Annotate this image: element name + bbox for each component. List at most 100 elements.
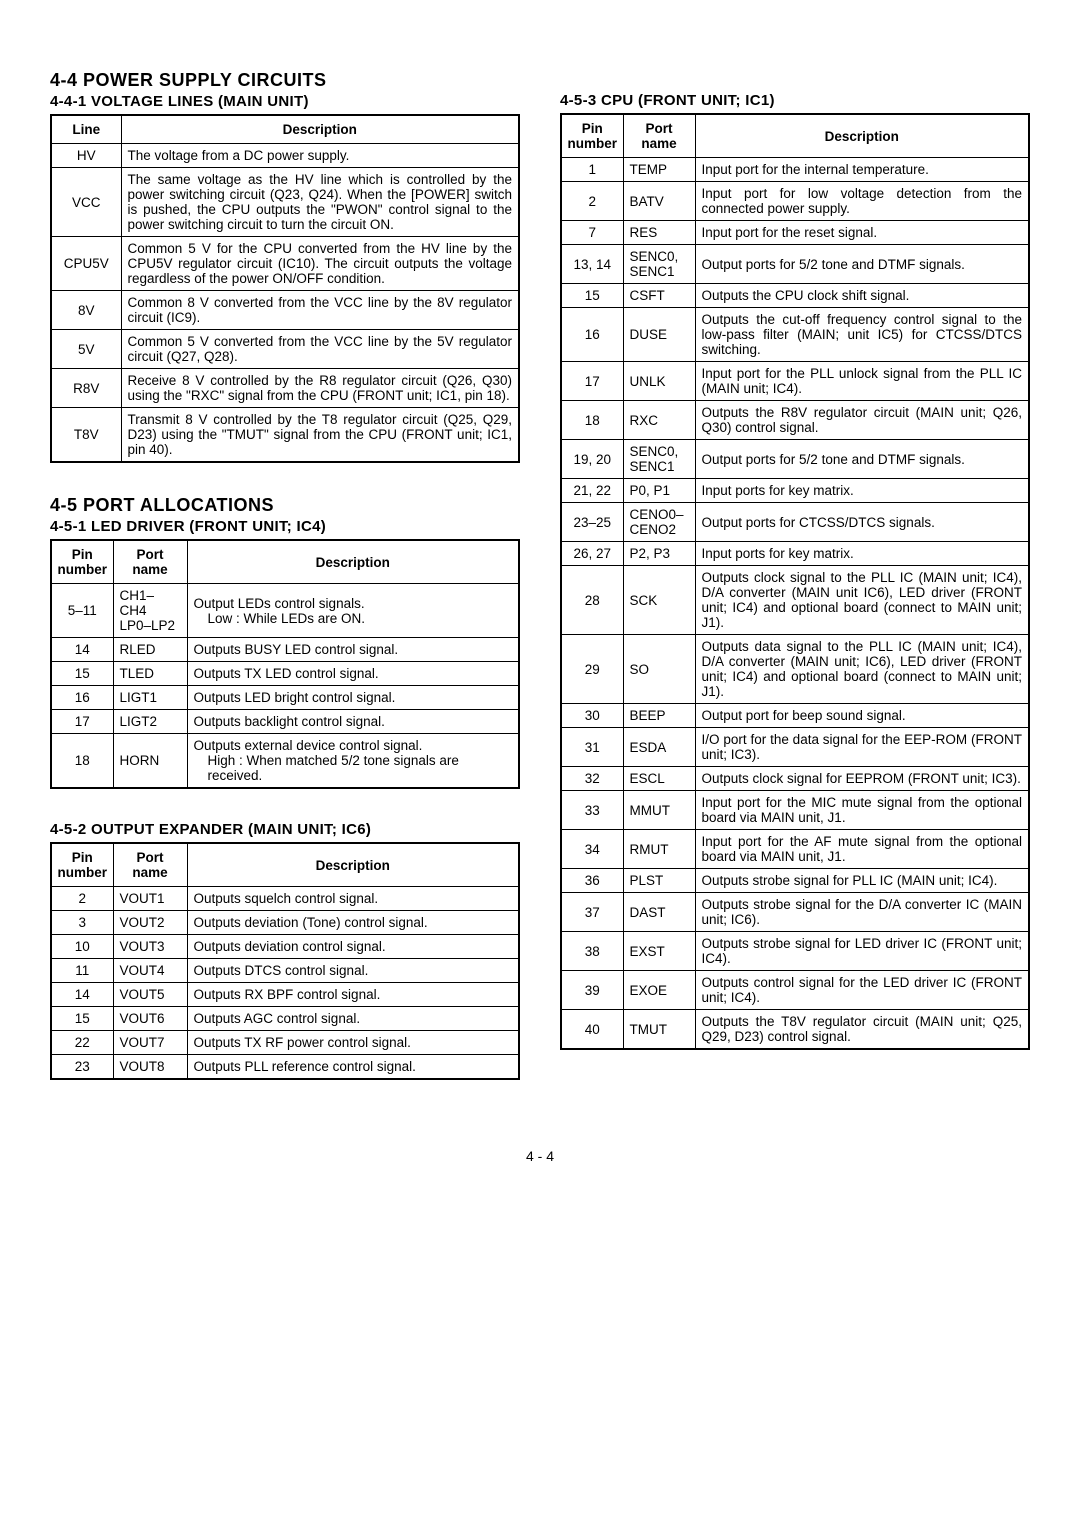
cell-port: LIGT1	[113, 686, 187, 710]
cell-desc: Input port for the PLL unlock signal fro…	[695, 362, 1029, 401]
cell-desc: Input port for the AF mute signal from t…	[695, 830, 1029, 869]
cell-desc: Input port for the MIC mute signal from …	[695, 791, 1029, 830]
col-port: Port name	[623, 114, 695, 158]
cell-desc: Outputs the CPU clock shift signal.	[695, 284, 1029, 308]
cell-desc: Outputs deviation control signal.	[187, 935, 519, 959]
cell-pin: 1	[561, 158, 623, 182]
cell-desc: Outputs deviation (Tone) control signal.	[187, 911, 519, 935]
cell-desc: Output port for beep sound signal.	[695, 704, 1029, 728]
heading-4-5: 4-5 PORT ALLOCATIONS	[50, 495, 520, 516]
cell-port: SENC0, SENC1	[623, 440, 695, 479]
col-line: Line	[51, 115, 121, 144]
table-row: VCCThe same voltage as the HV line which…	[51, 168, 519, 237]
cell-desc: Outputs TX RF power control signal.	[187, 1031, 519, 1055]
cell-line: 8V	[51, 291, 121, 330]
cell-pin: 23–25	[561, 503, 623, 542]
cell-pin: 10	[51, 935, 113, 959]
col-desc: Description	[187, 843, 519, 887]
cell-desc: Outputs backlight control signal.	[187, 710, 519, 734]
col-port: Port name	[113, 843, 187, 887]
section-4-4: 4-4 POWER SUPPLY CIRCUITS 4-4-1 VOLTAGE …	[50, 70, 520, 463]
table-row: 28SCKOutputs clock signal to the PLL IC …	[561, 566, 1029, 635]
heading-4-5-1: 4-5-1 LED DRIVER (FRONT UNIT; IC4)	[50, 518, 520, 535]
cell-desc: Receive 8 V controlled by the R8 regulat…	[121, 369, 519, 408]
table-row: HVThe voltage from a DC power supply.	[51, 144, 519, 168]
section-4-5-3: 4-5-3 CPU (FRONT UNIT; IC1) Pin number P…	[560, 92, 1030, 1050]
table-row: 29SOOutputs data signal to the PLL IC (M…	[561, 635, 1029, 704]
col-desc: Description	[121, 115, 519, 144]
cell-pin: 5–11	[51, 584, 113, 638]
cell-port: DUSE	[623, 308, 695, 362]
cell-port: ESCL	[623, 767, 695, 791]
cell-pin: 18	[51, 734, 113, 789]
table-row: 40TMUTOutputs the T8V regulator circuit …	[561, 1010, 1029, 1050]
cell-desc: Outputs the R8V regulator circuit (MAIN …	[695, 401, 1029, 440]
cell-pin: 22	[51, 1031, 113, 1055]
cell-pin: 34	[561, 830, 623, 869]
table-row: 16DUSEOutputs the cut-off frequency cont…	[561, 308, 1029, 362]
cell-port: VOUT1	[113, 887, 187, 911]
table-row: 14RLEDOutputs BUSY LED control signal.	[51, 638, 519, 662]
table-row: 11VOUT4Outputs DTCS control signal.	[51, 959, 519, 983]
cell-port: PLST	[623, 869, 695, 893]
cell-line: VCC	[51, 168, 121, 237]
cell-desc: Input port for the internal temperature.	[695, 158, 1029, 182]
table-row: 32ESCLOutputs clock signal for EEPROM (F…	[561, 767, 1029, 791]
cell-desc: Outputs the cut-off frequency control si…	[695, 308, 1029, 362]
cell-pin: 11	[51, 959, 113, 983]
table-row: 21, 22P0, P1Input ports for key matrix.	[561, 479, 1029, 503]
cell-pin: 17	[561, 362, 623, 401]
cell-port: VOUT2	[113, 911, 187, 935]
cell-desc: Common 5 V for the CPU converted from th…	[121, 237, 519, 291]
cell-port: P0, P1	[623, 479, 695, 503]
cell-pin: 2	[51, 887, 113, 911]
col-port: Port name	[113, 540, 187, 584]
table-row: 17LIGT2Outputs backlight control signal.	[51, 710, 519, 734]
table-row: 2VOUT1Outputs squelch control signal.	[51, 887, 519, 911]
cell-port: LIGT2	[113, 710, 187, 734]
heading-4-4: 4-4 POWER SUPPLY CIRCUITS	[50, 70, 520, 91]
cell-desc: Common 5 V converted from the VCC line b…	[121, 330, 519, 369]
table-row: 30BEEPOutput port for beep sound signal.	[561, 704, 1029, 728]
cell-pin: 2	[561, 182, 623, 221]
cell-port: CH1–CH4 LP0–LP2	[113, 584, 187, 638]
cell-desc: Outputs DTCS control signal.	[187, 959, 519, 983]
cell-desc: Input ports for key matrix.	[695, 479, 1029, 503]
table-row: 13, 14SENC0, SENC1Output ports for 5/2 t…	[561, 245, 1029, 284]
cell-pin: 30	[561, 704, 623, 728]
cell-port: P2, P3	[623, 542, 695, 566]
cell-pin: 7	[561, 221, 623, 245]
cell-pin: 19, 20	[561, 440, 623, 479]
cell-desc: Outputs strobe signal for LED driver IC …	[695, 932, 1029, 971]
table-row: 10VOUT3Outputs deviation control signal.	[51, 935, 519, 959]
cell-port: VOUT6	[113, 1007, 187, 1031]
cell-desc: Input port for the reset signal.	[695, 221, 1029, 245]
table-row: 38EXSTOutputs strobe signal for LED driv…	[561, 932, 1029, 971]
cell-pin: 15	[51, 1007, 113, 1031]
cell-pin: 3	[51, 911, 113, 935]
col-pin: Pin number	[51, 843, 113, 887]
cell-port: SENC0, SENC1	[623, 245, 695, 284]
cell-line: R8V	[51, 369, 121, 408]
cell-pin: 26, 27	[561, 542, 623, 566]
cell-line: 5V	[51, 330, 121, 369]
table-row: 39EXOEOutputs control signal for the LED…	[561, 971, 1029, 1010]
cell-pin: 39	[561, 971, 623, 1010]
cell-port: MMUT	[623, 791, 695, 830]
table-row: 33MMUTInput port for the MIC mute signal…	[561, 791, 1029, 830]
cell-port: VOUT8	[113, 1055, 187, 1080]
table-row: 3VOUT2Outputs deviation (Tone) control s…	[51, 911, 519, 935]
cell-port: VOUT4	[113, 959, 187, 983]
cell-port: HORN	[113, 734, 187, 789]
table-row: 15TLEDOutputs TX LED control signal.	[51, 662, 519, 686]
cell-pin: 21, 22	[561, 479, 623, 503]
cell-port: RXC	[623, 401, 695, 440]
cell-desc: Outputs BUSY LED control signal.	[187, 638, 519, 662]
cell-line: T8V	[51, 408, 121, 463]
cell-pin: 37	[561, 893, 623, 932]
cell-desc: The same voltage as the HV line which is…	[121, 168, 519, 237]
heading-4-5-2: 4-5-2 OUTPUT EXPANDER (MAIN UNIT; IC6)	[50, 821, 520, 838]
cell-desc: I/O port for the data signal for the EEP…	[695, 728, 1029, 767]
cell-port: CENO0– CENO2	[623, 503, 695, 542]
cell-desc: Outputs external device control signal.H…	[187, 734, 519, 789]
